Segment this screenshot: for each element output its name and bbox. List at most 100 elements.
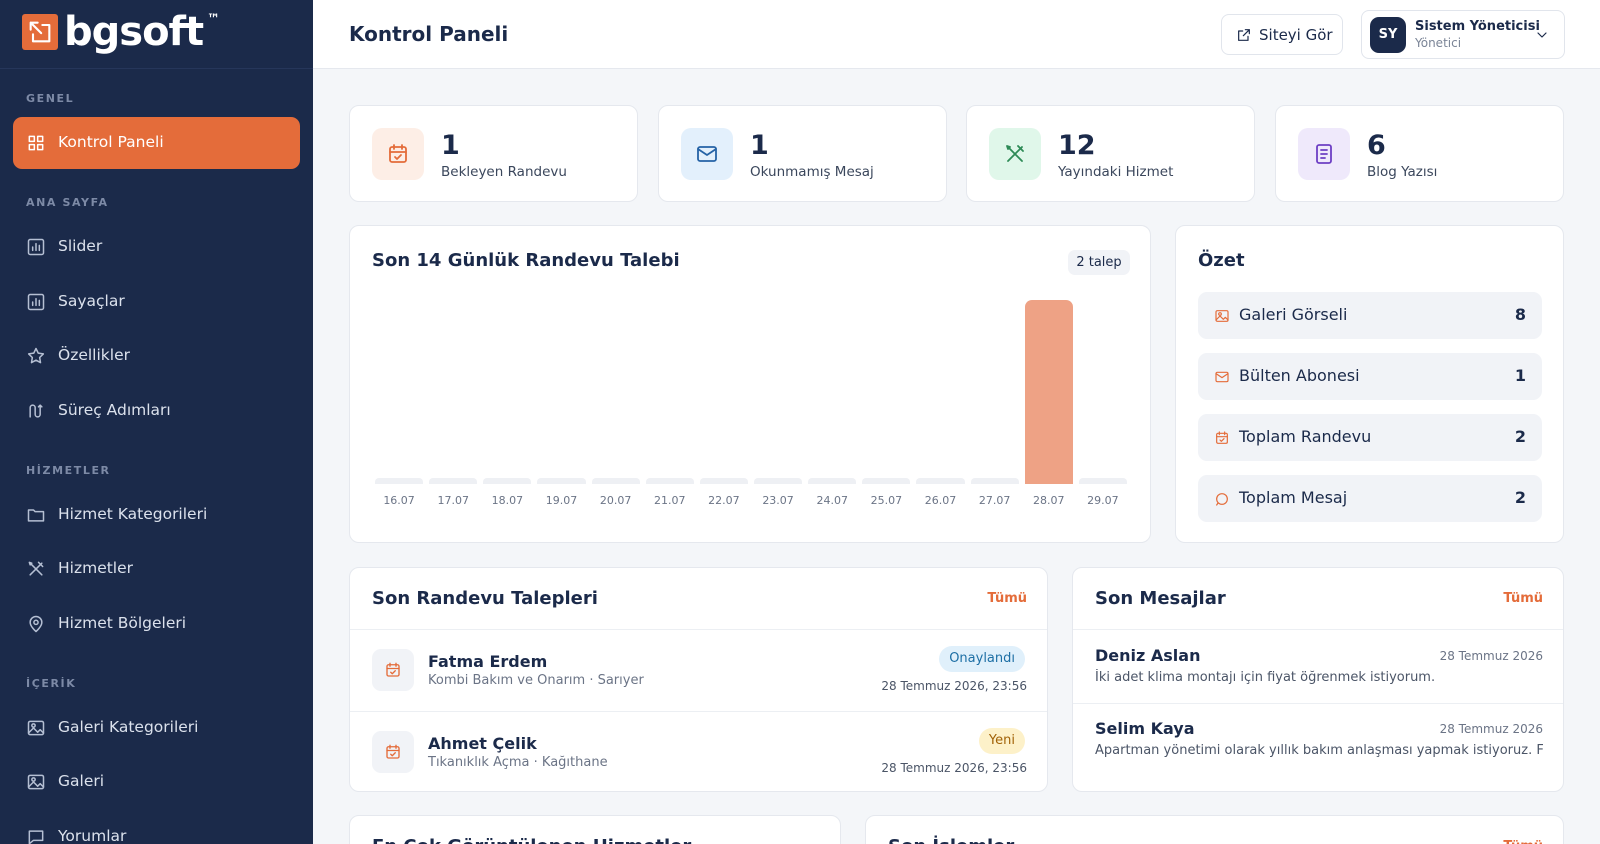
icon <box>1216 431 1228 444</box>
icon <box>697 146 717 162</box>
chart-card: Son 14 Günlük Randevu Talebi 2 talep 16.07… <box>349 225 1151 543</box>
stat-value: 12 <box>1058 130 1096 162</box>
nav-item[interactable]: Galeri Kategorileri <box>58 717 199 736</box>
divider <box>350 629 1047 630</box>
icon <box>28 561 44 576</box>
bar-track <box>808 478 857 484</box>
button-label: Siteyi Gör <box>1259 25 1333 44</box>
bar-track <box>699 478 748 484</box>
brand: bgsoft <box>64 9 204 55</box>
icon <box>27 347 45 364</box>
sidebar: bgsoft ™ GENEL Kontrol Paneli ANA SAYFA Slide… <box>0 0 313 844</box>
icon <box>27 293 45 310</box>
nav-item[interactable]: Süreç Adımları <box>58 400 171 419</box>
stat-label: Yayındaki Hizmet <box>1058 163 1174 180</box>
nav-item[interactable]: Kontrol Paneli <box>58 133 164 152</box>
nav-item[interactable]: Sayaçlar <box>58 291 125 310</box>
stat-card: 1 Bekleyen Randevu <box>349 105 638 202</box>
nav-item[interactable]: Hizmetler <box>58 559 134 578</box>
stat-label: Blog Yazısı <box>1367 163 1438 180</box>
icon <box>29 615 43 632</box>
card-link[interactable]: Tümü <box>1466 838 1543 844</box>
user-menu[interactable]: SY Sistem Yöneticisi Yönetici <box>1361 10 1565 59</box>
section-label: İÇERİK <box>26 676 77 690</box>
bar-track <box>970 478 1019 484</box>
user-name: Sistem Yöneticisi <box>1415 18 1540 34</box>
nav-item[interactable]: Özellikler <box>58 346 130 365</box>
avatar: SY <box>1370 17 1406 53</box>
message-text: İki adet klima montajı için fiyat öğrenm… <box>1095 669 1436 685</box>
appointment-detail: Tıkanıklık Açma · Kağıthane <box>428 754 608 770</box>
icon <box>1316 144 1332 164</box>
icon <box>386 744 400 759</box>
icon <box>1238 29 1250 41</box>
bar-track <box>537 478 586 484</box>
summary-label: Toplam Randevu <box>1239 427 1372 447</box>
message-date: 28 Temmuz 2026 <box>1439 721 1543 736</box>
x-tick-label: 29.07 <box>1087 494 1119 508</box>
icon <box>386 662 400 677</box>
summary-value: 1 <box>1514 366 1526 386</box>
nav-item[interactable]: Hizmet Bölgeleri <box>58 613 187 632</box>
x-tick-label: 21.07 <box>654 494 686 508</box>
card-title: Son Mesajlar <box>1095 588 1226 610</box>
stat-label: Bekleyen Randevu <box>441 163 567 180</box>
trademark: ™ <box>207 11 220 27</box>
logo-mark <box>22 14 58 50</box>
bar-track <box>1078 478 1127 484</box>
message-date: 28 Temmuz 2026 <box>1439 648 1543 663</box>
row-icon <box>372 731 414 773</box>
stat-icon <box>681 128 733 180</box>
nav-item[interactable]: Yorumlar <box>58 826 127 844</box>
stat-value: 1 <box>441 130 460 162</box>
section-label: GENEL <box>26 92 75 106</box>
stat-label: Okunmamış Mesaj <box>750 163 874 180</box>
view-site-button[interactable]: Siteyi Gör <box>1221 14 1343 55</box>
x-tick-label: 16.07 <box>383 494 415 508</box>
bottom-card: En Çok Görüntülenen Hizmetler <box>349 815 841 844</box>
x-tick-label: 20.07 <box>599 494 632 508</box>
bar-track <box>483 478 532 484</box>
icon <box>29 21 51 43</box>
icon <box>1215 371 1229 383</box>
x-tick-label: 17.07 <box>437 494 469 508</box>
summary-label: Galeri Görseli <box>1239 305 1348 325</box>
card-link[interactable]: Tümü <box>987 590 1027 606</box>
summary-card: Özet Galeri Görseli 8 Bülten Abonesi 1 Toplam… <box>1175 225 1564 543</box>
nav-item[interactable]: Slider <box>58 237 103 256</box>
stat-icon <box>1298 128 1350 180</box>
appointment-detail: Kombi Bakım ve Onarım · Sarıyer <box>428 672 644 688</box>
stat-card: 6 Blog Yazısı <box>1275 105 1564 202</box>
stat-value: 1 <box>750 130 769 162</box>
card-link[interactable]: Tümü <box>1503 590 1543 606</box>
icon <box>1006 145 1024 162</box>
x-tick-label: 19.07 <box>545 494 578 508</box>
summary-row: Galeri Görseli 8 <box>1198 292 1542 339</box>
user-role: Yönetici <box>1415 35 1462 50</box>
bar-track <box>375 478 424 484</box>
divider <box>350 711 1047 712</box>
message-name: Deniz Aslan <box>1095 645 1201 665</box>
bar-track <box>429 478 478 484</box>
x-tick-label: 26.07 <box>924 494 957 508</box>
icon <box>28 829 44 844</box>
nav-item[interactable]: Galeri <box>58 772 105 791</box>
active-item-bg[interactable] <box>13 117 300 169</box>
card-title: En Çok Görüntülenen Hizmetler <box>372 834 691 844</box>
appointments-card: Son Randevu Talepleri Tümü Fatma Erdem Komb… <box>349 567 1048 792</box>
status-badge: Onaylandı <box>939 646 1025 672</box>
section-label: HİZMETLER <box>26 463 111 477</box>
bottom-card: Son İşlemler Tümü <box>865 815 1564 844</box>
summary-label: Toplam Mesaj <box>1239 488 1348 508</box>
appointment-date: 28 Temmuz 2026, 23:56 <box>881 760 1027 775</box>
summary-row: Bülten Abonesi 1 <box>1198 353 1542 400</box>
icon <box>27 238 45 256</box>
bar-track <box>645 478 694 484</box>
nav-item[interactable]: Hizmet Kategorileri <box>58 504 208 523</box>
messages-card: Son Mesajlar Tümü Deniz Aslan 28 Temmuz 202… <box>1072 567 1564 792</box>
appointment-name: Fatma Erdem <box>428 651 548 671</box>
bar <box>1024 300 1073 484</box>
icon <box>28 135 44 151</box>
